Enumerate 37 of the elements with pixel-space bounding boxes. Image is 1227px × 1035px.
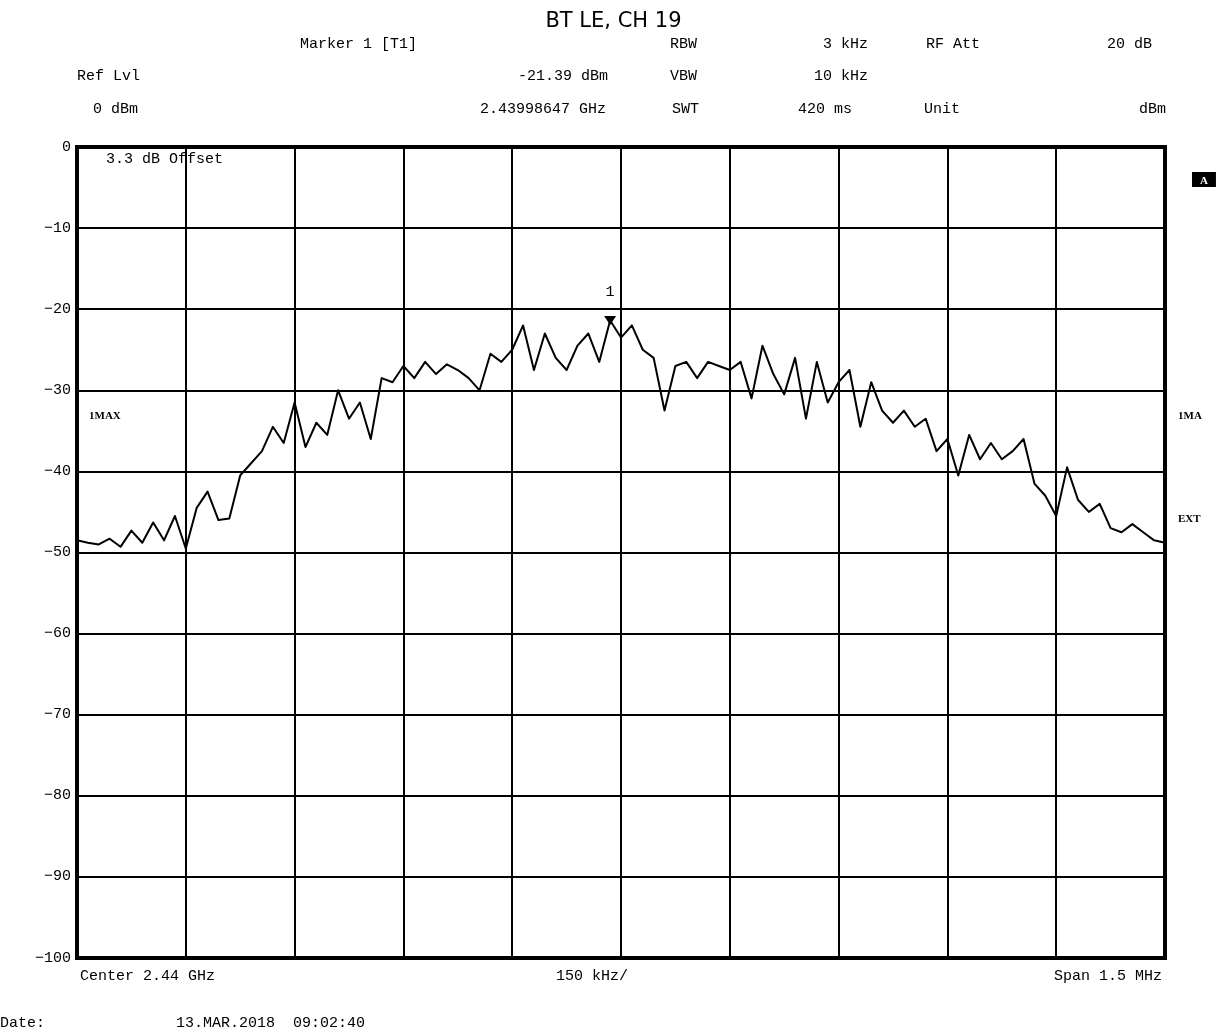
y-tick-label: −80	[43, 787, 71, 805]
text: Center 2.44 GHz	[80, 968, 216, 985]
text: 150 kHz/	[555, 968, 628, 985]
y-tick-label: −100	[34, 949, 71, 967]
text: A	[1200, 173, 1208, 186]
text: 0 dBm	[93, 101, 139, 118]
text: -21.39 dBm	[517, 68, 608, 85]
text: SWT	[672, 101, 700, 118]
y-tick-label: −10	[43, 219, 71, 237]
y-tick-label: 0	[61, 138, 71, 156]
text: 13.MAR.2018 09:02:40	[176, 1015, 366, 1032]
annotation: 1	[605, 283, 615, 301]
text: Date:	[0, 1015, 46, 1032]
y-tick-label: −90	[43, 868, 71, 886]
text: dBm	[1139, 101, 1167, 118]
y-tick-label: −30	[43, 381, 71, 399]
y-tick-label: −60	[43, 625, 71, 643]
text: 10 kHz	[813, 68, 869, 85]
text: Span 1.5 MHz	[1053, 968, 1163, 985]
chart-title: BT LE, CH 19	[545, 7, 682, 32]
text: Unit	[924, 101, 961, 118]
text: 2.43998647 GHz	[479, 101, 607, 118]
y-tick-label: −40	[43, 462, 71, 480]
text: 420 ms	[797, 101, 853, 118]
text: 1MA	[1178, 408, 1202, 421]
text: RBW	[670, 36, 698, 53]
y-tick-label: −20	[43, 300, 71, 318]
text: VBW	[670, 68, 698, 85]
text: Marker 1 [T1]	[300, 36, 418, 53]
text: EXT	[1178, 511, 1202, 524]
text: Ref Lvl	[77, 68, 141, 85]
text: 3 kHz	[822, 36, 869, 53]
y-tick-label: −50	[43, 544, 71, 561]
text: 20 dB	[1106, 36, 1153, 53]
annotation: 1MAX	[89, 408, 121, 421]
y-tick-label: −70	[43, 706, 71, 724]
text: RF Att	[926, 36, 981, 53]
